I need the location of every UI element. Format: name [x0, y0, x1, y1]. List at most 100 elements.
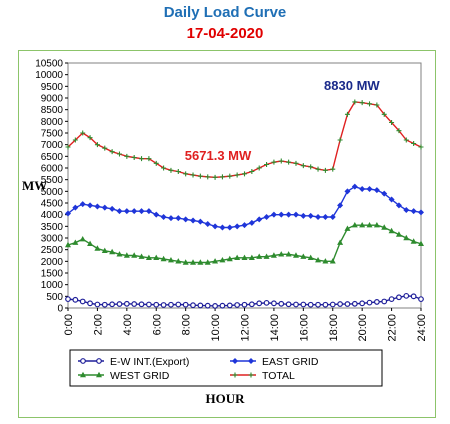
data-point: [271, 300, 277, 307]
data-point: [234, 302, 241, 308]
data-point: [116, 151, 122, 157]
data-point: [72, 137, 78, 143]
data-point: [374, 102, 380, 108]
data-point: [388, 227, 395, 234]
data-point: [418, 240, 424, 247]
data-point: [109, 248, 116, 255]
data-point: [219, 224, 226, 231]
data-point: [330, 166, 336, 172]
data-point: [204, 259, 211, 265]
data-point: [65, 210, 71, 217]
data-point: [337, 202, 344, 209]
data-point: [139, 156, 145, 162]
legend-label: EAST GRID: [262, 356, 319, 368]
data-point: [337, 137, 343, 143]
data-point: [131, 252, 138, 258]
data-point: [242, 171, 247, 177]
data-point: [80, 130, 86, 136]
chart-subtitle: 17-04-2020: [186, 25, 264, 42]
data-point: [270, 252, 277, 258]
annotation-label: 5671.3 MW: [185, 148, 252, 163]
legend-marker: [232, 372, 238, 378]
legend-marker: [80, 371, 86, 378]
data-point: [87, 202, 94, 209]
data-point: [366, 221, 373, 228]
data-point: [322, 167, 328, 173]
data-point: [87, 135, 93, 141]
legend-marker: [248, 358, 254, 364]
data-point: [329, 214, 336, 220]
data-point: [167, 256, 174, 263]
y-tick-label: 5500: [41, 175, 64, 186]
y-tick-label: 3000: [41, 234, 64, 245]
data-point: [65, 144, 71, 150]
data-point: [359, 186, 366, 192]
data-point: [403, 234, 410, 241]
data-point: [263, 299, 270, 306]
data-point: [65, 241, 71, 248]
y-tick-label: 9500: [41, 82, 64, 93]
data-point: [403, 207, 410, 213]
x-tick-label: 10:00: [210, 314, 222, 342]
data-point: [87, 300, 93, 307]
data-point: [197, 259, 204, 265]
data-point: [344, 301, 351, 307]
data-point: [204, 221, 211, 227]
data-point: [94, 301, 101, 308]
data-point: [351, 183, 358, 190]
data-point: [116, 301, 123, 307]
legend-box: [69, 349, 383, 387]
y-tick-label: 10000: [35, 70, 63, 81]
data-point: [138, 208, 145, 215]
data-point: [410, 238, 417, 244]
data-point: [79, 235, 86, 242]
data-point: [153, 211, 160, 218]
data-point: [241, 222, 248, 229]
data-point: [72, 239, 79, 245]
data-point: [190, 302, 196, 309]
data-point: [94, 245, 101, 251]
data-point: [190, 217, 197, 224]
data-point: [256, 300, 263, 307]
data-point: [72, 296, 79, 303]
x-tick-label: 2:00: [92, 314, 104, 335]
data-point: [182, 216, 189, 223]
plot-area: [67, 62, 422, 309]
y-tick-label: 9000: [41, 94, 64, 105]
data-point: [72, 204, 79, 211]
data-point: [344, 188, 351, 195]
data-point: [101, 204, 108, 211]
data-point: [197, 173, 203, 179]
data-point: [94, 203, 101, 210]
data-point: [352, 99, 358, 105]
y-tick-label: 7500: [41, 129, 64, 140]
data-point: [395, 231, 402, 237]
data-point: [278, 251, 285, 257]
data-point: [286, 159, 292, 165]
data-point: [315, 256, 322, 263]
data-point: [293, 160, 299, 166]
data-point: [87, 240, 94, 247]
data-point: [329, 258, 336, 264]
data-point: [153, 254, 160, 261]
data-point: [395, 202, 402, 209]
x-tick-label: 14:00: [269, 314, 281, 342]
data-point: [359, 300, 366, 307]
data-point: [116, 208, 123, 215]
data-point: [388, 196, 395, 203]
y-tick-label: 2500: [41, 245, 64, 256]
data-point: [256, 253, 263, 259]
data-point: [138, 253, 145, 259]
data-point: [292, 211, 299, 218]
data-point: [403, 137, 409, 143]
chart-frame: [18, 50, 436, 418]
data-point: [219, 256, 226, 263]
data-point: [234, 172, 240, 178]
data-point: [249, 169, 255, 174]
y-tick-label: 8000: [41, 117, 64, 128]
data-point: [373, 299, 380, 305]
data-point: [307, 212, 314, 219]
data-point: [359, 100, 365, 106]
data-point: [292, 252, 299, 258]
data-point: [175, 215, 182, 222]
